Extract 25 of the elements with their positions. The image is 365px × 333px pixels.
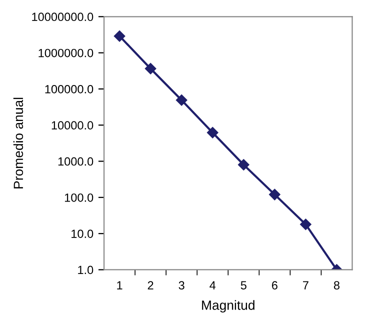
point [300, 218, 312, 230]
x-tick-label: 1 [117, 281, 122, 290]
y-tick-label: 1.0 [78, 266, 94, 274]
x-tick-label: 5 [240, 281, 246, 290]
y-axis-title: Promedio anual [13, 98, 24, 188]
y-tick-label: 100.0 [64, 193, 94, 202]
x-tick-label: 3 [178, 281, 184, 290]
y-tick-label: 10000.0 [52, 121, 94, 130]
x-tick-label: 7 [303, 281, 308, 290]
x-tick-label: 2 [148, 281, 154, 290]
point [238, 159, 250, 170]
x-tick-label: 6 [272, 281, 278, 290]
point [207, 127, 218, 138]
point [144, 63, 156, 74]
y-tick-label: 10000000.0 [32, 12, 94, 22]
x-axis-title: Magnitud [202, 300, 254, 312]
point [269, 188, 280, 200]
point [176, 94, 188, 106]
y-tick-label: 1000.0 [58, 157, 94, 166]
y-tick-label: 10.0 [72, 230, 94, 238]
y-tick-label: 100000.0 [45, 84, 94, 94]
x-tick-label: 8 [334, 281, 340, 290]
x-tick-label: 4 [210, 281, 216, 290]
y-tick-label: 1000000.0 [38, 48, 94, 58]
point [114, 30, 126, 42]
